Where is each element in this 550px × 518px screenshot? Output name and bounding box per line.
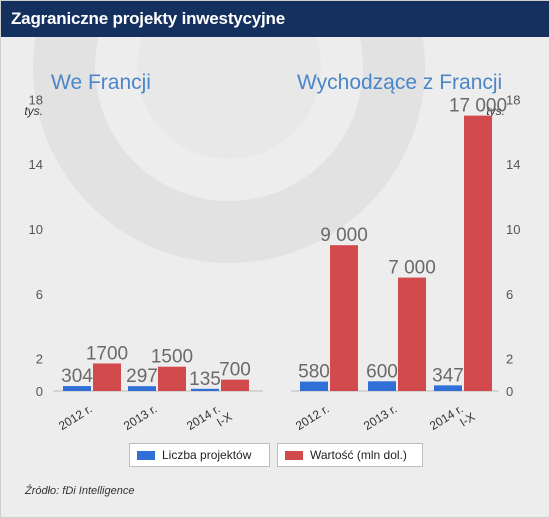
legend-item-count: Liczba projektów: [129, 443, 270, 467]
x-category-label: 2012 r.: [56, 402, 95, 433]
legend-label-count: Liczba projektów: [162, 448, 252, 462]
data-label: 1700: [86, 343, 128, 364]
y-tick-label: 14: [29, 157, 43, 172]
x-category-label: 2013 r.: [361, 402, 400, 433]
background-logo: [33, 37, 425, 263]
bar-count: [128, 386, 156, 391]
bar-value: [330, 245, 358, 391]
data-label: 7 000: [388, 258, 436, 279]
y-tick-label: 6: [36, 287, 43, 302]
panel-title: Wychodzące z Francji: [297, 71, 502, 94]
page-title: Zagraniczne projekty inwestycyjne: [11, 9, 285, 28]
chart-panel-2: Wychodzące z Francji tys. 0 2 6 10 14 18 580 9 00…: [291, 71, 520, 444]
bar-value: [398, 277, 426, 391]
source-note: Źródło: fDi Intelligence: [25, 485, 135, 497]
y-tick-label: 18: [506, 92, 520, 107]
legend-item-value: Wartość (mln dol.): [277, 443, 423, 467]
x-category-label: 2013 r.: [121, 402, 160, 433]
unit-label: tys.: [486, 104, 505, 118]
data-label: 135: [189, 369, 221, 390]
data-label: 347: [432, 365, 464, 386]
y-tick-label: 18: [29, 92, 43, 107]
y-tick-label: 14: [506, 157, 520, 172]
y-tick-label: 0: [506, 384, 513, 399]
bar-count: [368, 381, 396, 391]
bar-value: [221, 379, 249, 391]
bar-count: [434, 385, 462, 391]
y-tick-label: 6: [506, 287, 513, 302]
x-category-label: 2014 r.I-X: [427, 398, 478, 444]
y-tick-label: 0: [36, 384, 43, 399]
bar-value: [158, 366, 186, 391]
bar-value: [93, 363, 121, 391]
title-bar: Zagraniczne projekty inwestycyjne: [1, 1, 549, 37]
y-tick-label: 10: [29, 222, 43, 237]
legend-swatch-count: [137, 451, 155, 460]
x-category-label: 2014 r.I-X: [184, 398, 235, 444]
data-label: 297: [126, 366, 158, 387]
bar-count: [191, 388, 219, 391]
data-label: 1500: [151, 347, 193, 368]
bar-count: [300, 381, 328, 391]
data-label: 700: [219, 360, 251, 381]
y-tick-label: 10: [506, 222, 520, 237]
logo-ring: [33, 37, 425, 263]
bar-value: [464, 115, 492, 391]
legend-swatch-value: [285, 451, 303, 460]
x-category-label: 2012 r.: [293, 402, 332, 433]
data-label: 304: [61, 366, 93, 387]
bar-count: [63, 386, 91, 391]
y-tick-label: 2: [36, 352, 43, 367]
panel-title: We Francji: [51, 71, 151, 94]
logo-center: [137, 37, 321, 159]
legend-label-value: Wartość (mln dol.): [310, 448, 407, 462]
data-label: 600: [366, 361, 398, 382]
data-label: 17 000: [449, 96, 507, 117]
data-label: 9 000: [320, 225, 368, 246]
y-tick-label: 2: [506, 352, 513, 367]
data-label: 580: [298, 362, 330, 383]
unit-label: tys.: [24, 104, 43, 118]
